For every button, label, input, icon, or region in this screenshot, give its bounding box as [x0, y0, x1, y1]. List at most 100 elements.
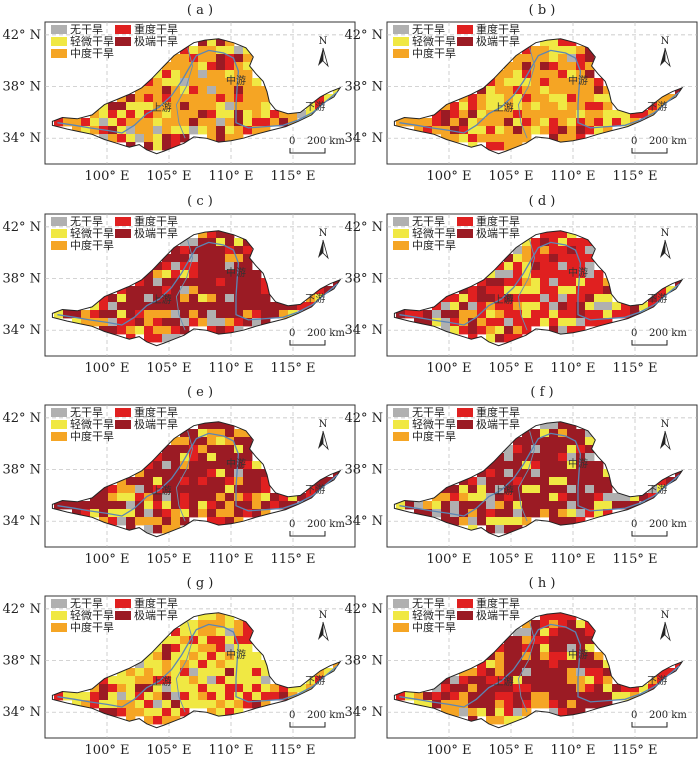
legend-swatch	[457, 37, 473, 46]
svg-text:200 km: 200 km	[649, 710, 687, 721]
region-label-lower: 下游	[647, 674, 667, 687]
scale-bar: 0 200 km	[289, 710, 345, 728]
legend-label: 无干旱	[70, 215, 103, 228]
y-tick-label: 34° N	[2, 705, 41, 720]
legend-label: 重度干旱	[134, 22, 178, 36]
legend-swatch	[393, 25, 409, 34]
legend-label: 中度干旱	[412, 238, 456, 252]
legend-label: 中度干旱	[70, 46, 114, 60]
svg-text:200 km: 200 km	[649, 519, 687, 530]
north-arrow-icon: N	[660, 419, 671, 451]
y-tick-label: 42° N	[344, 602, 383, 617]
legend-label: 轻微干旱	[412, 608, 456, 622]
legend-label: 重度干旱	[134, 405, 178, 419]
region-label-middle: 中游	[226, 74, 246, 87]
x-tick-label: 110° E	[551, 361, 596, 376]
yellow-river-line	[399, 241, 681, 326]
svg-text:N: N	[319, 36, 328, 47]
yellow-river-line	[57, 49, 339, 134]
svg-text:N: N	[319, 228, 328, 239]
north-arrow-icon: N	[660, 228, 671, 260]
legend-swatch	[115, 408, 131, 417]
y-tick-label: 42° N	[2, 28, 41, 43]
legend-swatch	[51, 49, 67, 58]
basin-outline	[51, 421, 342, 538]
x-tick-label: 100° E	[427, 169, 472, 184]
region-label-middle: 中游	[226, 266, 246, 279]
yellow-river-line	[399, 432, 681, 517]
legend-label: 极端干旱	[134, 34, 178, 48]
x-tick-label: 105° E	[489, 361, 534, 376]
north-arrow-icon: N	[660, 36, 671, 68]
x-tick-label: 115° E	[613, 743, 658, 758]
legend-swatch	[51, 599, 67, 608]
legend-swatch	[51, 408, 67, 417]
y-tick-label: 42° N	[2, 220, 41, 235]
x-tick-label: 115° E	[613, 361, 658, 376]
svg-text:N: N	[319, 610, 328, 621]
legend-swatch	[393, 37, 409, 46]
x-tick-label: 105° E	[147, 361, 192, 376]
legend-swatch	[393, 599, 409, 608]
reach-divider	[175, 47, 194, 139]
x-tick-label: 105° E	[489, 169, 534, 184]
legend-swatch	[115, 611, 131, 620]
basin-outline	[51, 230, 342, 347]
legend-swatch	[457, 420, 473, 429]
legend-label: 无干旱	[412, 597, 445, 610]
legend-swatch	[115, 37, 131, 46]
scale-bar: 0 200 km	[631, 519, 687, 537]
x-tick-label: 105° E	[147, 552, 192, 567]
x-tick-label: 100° E	[85, 361, 130, 376]
panel-label: ( a )	[187, 3, 213, 18]
legend-label: 重度干旱	[476, 405, 520, 419]
yellow-river-line	[399, 623, 681, 708]
y-tick-label: 38° N	[344, 272, 383, 287]
x-tick-label: 115° E	[271, 169, 316, 184]
legend-swatch	[393, 432, 409, 441]
legend-swatch	[393, 408, 409, 417]
x-tick-label: 115° E	[271, 743, 316, 758]
legend-swatch	[393, 49, 409, 58]
x-tick-label: 105° E	[147, 169, 192, 184]
panel-label: ( c )	[187, 194, 213, 209]
legend-label: 极端干旱	[476, 417, 520, 431]
y-tick-label: 38° N	[344, 463, 383, 478]
region-label-upper: 上游	[494, 293, 514, 306]
y-tick-label: 34° N	[344, 323, 383, 338]
legend-label: 中度干旱	[412, 46, 456, 60]
legend-swatch	[457, 408, 473, 417]
legend-label: 极端干旱	[134, 226, 178, 240]
north-arrow-icon: N	[660, 610, 671, 642]
region-label-lower: 下游	[305, 100, 325, 113]
legend-swatch	[51, 420, 67, 429]
svg-text:0: 0	[631, 328, 637, 339]
drought-grid	[54, 38, 341, 151]
legend-label: 中度干旱	[70, 620, 114, 634]
legend-swatch	[457, 25, 473, 34]
legend-label: 中度干旱	[70, 429, 114, 443]
svg-text:N: N	[661, 610, 670, 621]
yellow-river-line	[57, 432, 339, 517]
region-label-lower: 下游	[305, 674, 325, 687]
y-tick-label: 38° N	[2, 80, 41, 95]
legend-label: 中度干旱	[412, 620, 456, 634]
legend-swatch	[51, 611, 67, 620]
panel-label: ( d )	[529, 194, 556, 209]
legend-label: 极端干旱	[476, 34, 520, 48]
region-label-upper: 上游	[494, 675, 514, 688]
reach-divider	[517, 47, 536, 139]
north-arrow-icon: N	[318, 419, 329, 451]
legend-swatch	[457, 229, 473, 238]
panel-label: ( h )	[529, 576, 556, 591]
legend-label: 极端干旱	[476, 226, 520, 240]
basin-outline	[51, 38, 342, 155]
legend-label: 中度干旱	[412, 429, 456, 443]
x-tick-label: 110° E	[209, 743, 254, 758]
panel-label: ( e )	[187, 385, 213, 400]
legend-label: 轻微干旱	[412, 226, 456, 240]
